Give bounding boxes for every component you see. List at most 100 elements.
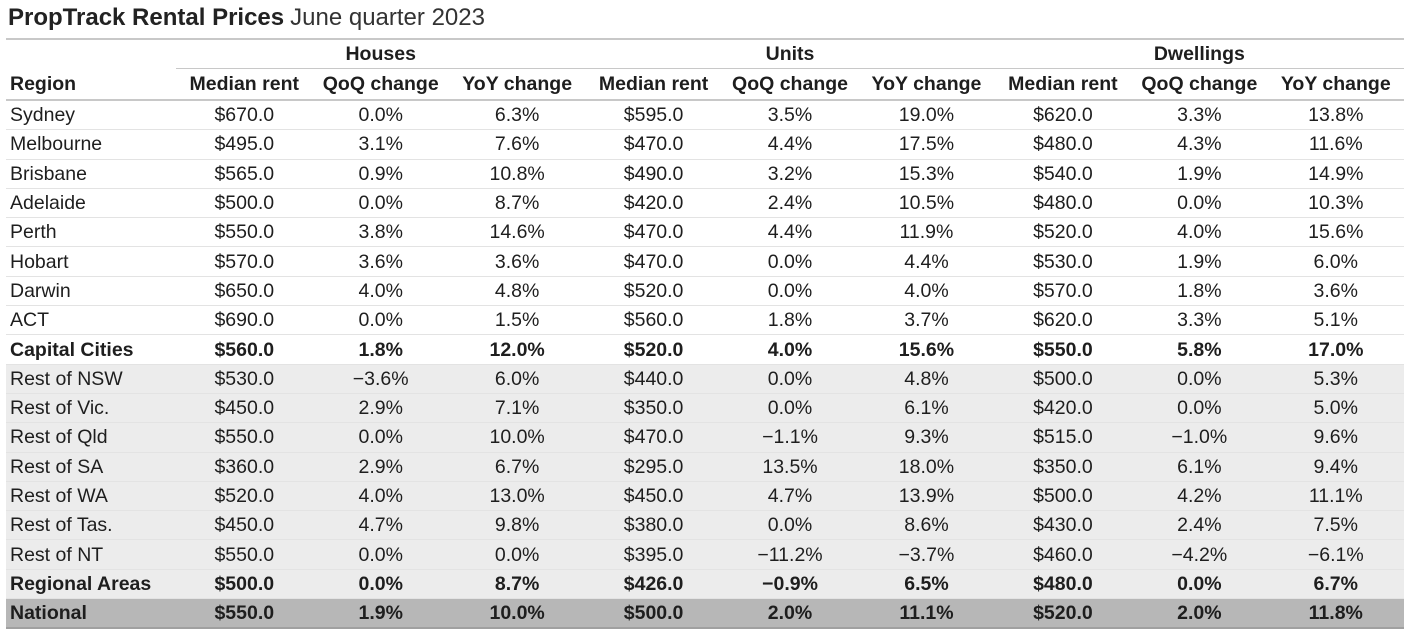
table-row: Sydney $670.0 0.0% 6.3% $595.0 3.5% 19.0% $620.… — [6, 100, 1404, 131]
cell-region: Rest of Qld — [6, 422, 177, 453]
cell-units-median-rent: $560.0 — [585, 305, 722, 336]
cell-houses-qoq: 1.8% — [312, 334, 449, 365]
cell-dwellings-median-rent: $430.0 — [994, 510, 1132, 541]
cell-units-yoy: 8.6% — [858, 510, 995, 541]
table-row: National $550.0 1.9% 10.0% $500.0 2.0% 11.1% $5… — [6, 598, 1404, 629]
cell-units-median-rent: $595.0 — [585, 100, 722, 131]
cell-dwellings-median-rent: $460.0 — [994, 539, 1132, 570]
column-header-row: Region Median rent QoQ change YoY change… — [6, 68, 1404, 101]
cell-units-median-rent: $395.0 — [585, 539, 722, 570]
cell-region: Rest of Vic. — [6, 393, 177, 424]
cell-dwellings-yoy: 9.4% — [1267, 452, 1404, 482]
cell-region: Regional Areas — [6, 569, 177, 600]
table-row: Melbourne $495.0 3.1% 7.6% $470.0 4.4% 17.5% $4… — [6, 129, 1404, 160]
cell-dwellings-yoy: 17.0% — [1267, 334, 1404, 365]
cell-dwellings-qoq: 2.4% — [1131, 510, 1268, 541]
cell-dwellings-qoq: −1.0% — [1131, 422, 1268, 453]
cell-dwellings-qoq: 1.8% — [1131, 276, 1268, 307]
cell-units-qoq: 0.0% — [721, 246, 859, 277]
cell-houses-median-rent: $570.0 — [176, 246, 313, 277]
cell-units-qoq: 4.4% — [721, 129, 859, 160]
cell-dwellings-yoy: 5.3% — [1267, 364, 1404, 394]
cell-houses-yoy: 8.7% — [448, 188, 586, 219]
cell-houses-yoy: 13.0% — [448, 481, 586, 512]
cell-dwellings-yoy: 10.3% — [1267, 188, 1404, 219]
group-header-units: Units — [585, 38, 995, 69]
cell-units-yoy: 9.3% — [858, 422, 995, 453]
column-header-houses-qoq: QoQ change — [312, 68, 449, 101]
cell-units-qoq: −11.2% — [721, 539, 859, 570]
cell-dwellings-median-rent: $515.0 — [994, 422, 1132, 453]
cell-region: Brisbane — [6, 159, 177, 189]
cell-units-yoy: 13.9% — [858, 481, 995, 512]
table-row: Rest of Tas. $450.0 4.7% 9.8% $380.0 0.0% 8.6%… — [6, 510, 1404, 541]
cell-units-median-rent: $520.0 — [585, 276, 722, 307]
cell-houses-qoq: 4.0% — [312, 276, 449, 307]
cell-region: National — [6, 598, 177, 629]
cell-houses-median-rent: $450.0 — [176, 510, 313, 541]
cell-houses-qoq: 3.8% — [312, 217, 449, 248]
table-row: Rest of NSW $530.0 −3.6% 6.0% $440.0 0.0% 4.8%… — [6, 364, 1404, 394]
cell-houses-yoy: 10.8% — [448, 159, 586, 189]
table-row: Rest of NT $550.0 0.0% 0.0% $395.0 −11.2% −3.7… — [6, 539, 1404, 570]
cell-units-median-rent: $350.0 — [585, 393, 722, 424]
cell-dwellings-yoy: 11.8% — [1267, 598, 1404, 629]
cell-houses-qoq: 1.9% — [312, 598, 449, 629]
title-period: June quarter 2023 — [290, 4, 485, 31]
cell-dwellings-yoy: 14.9% — [1267, 159, 1404, 189]
table-title: PropTrack Rental Prices June quarter 2023 — [8, 2, 485, 34]
cell-units-yoy: 15.3% — [858, 159, 995, 189]
cell-dwellings-qoq: −4.2% — [1131, 539, 1268, 570]
cell-units-median-rent: $490.0 — [585, 159, 722, 189]
cell-dwellings-yoy: 11.1% — [1267, 481, 1404, 512]
cell-houses-median-rent: $550.0 — [176, 598, 313, 629]
cell-houses-yoy: 10.0% — [448, 598, 586, 629]
cell-houses-median-rent: $650.0 — [176, 276, 313, 307]
group-header-dwellings: Dwellings — [994, 38, 1404, 69]
column-header-units-median-rent: Median rent — [585, 68, 722, 101]
cell-dwellings-yoy: 7.5% — [1267, 510, 1404, 541]
cell-houses-yoy: 3.6% — [448, 246, 586, 277]
cell-dwellings-qoq: 2.0% — [1131, 598, 1268, 629]
cell-houses-qoq: 0.0% — [312, 539, 449, 570]
cell-houses-qoq: 0.9% — [312, 159, 449, 189]
column-header-dwellings-qoq: QoQ change — [1131, 68, 1268, 101]
column-header-dwellings-yoy: YoY change — [1267, 68, 1404, 101]
cell-houses-yoy: 6.3% — [448, 100, 586, 131]
cell-region: Rest of WA — [6, 481, 177, 512]
cell-dwellings-qoq: 1.9% — [1131, 159, 1268, 189]
cell-region: Capital Cities — [6, 334, 177, 365]
cell-units-qoq: 2.4% — [721, 188, 859, 219]
cell-dwellings-qoq: 0.0% — [1131, 569, 1268, 600]
cell-dwellings-qoq: 5.8% — [1131, 334, 1268, 365]
cell-region: Rest of SA — [6, 452, 177, 482]
cell-dwellings-qoq: 0.0% — [1131, 188, 1268, 219]
cell-dwellings-median-rent: $550.0 — [994, 334, 1132, 365]
cell-dwellings-yoy: 6.7% — [1267, 569, 1404, 600]
cell-region: Sydney — [6, 100, 177, 131]
cell-region: Perth — [6, 217, 177, 248]
cell-houses-qoq: 0.0% — [312, 569, 449, 600]
cell-houses-yoy: 4.8% — [448, 276, 586, 307]
cell-dwellings-median-rent: $530.0 — [994, 246, 1132, 277]
group-header-row: Houses Units Dwellings — [6, 38, 1404, 69]
cell-region: Hobart — [6, 246, 177, 277]
cell-houses-qoq: 0.0% — [312, 100, 449, 131]
cell-houses-qoq: 3.1% — [312, 129, 449, 160]
cell-houses-yoy: 9.8% — [448, 510, 586, 541]
cell-houses-yoy: 10.0% — [448, 422, 586, 453]
cell-region: Darwin — [6, 276, 177, 307]
cell-dwellings-median-rent: $500.0 — [994, 481, 1132, 512]
cell-dwellings-yoy: 13.8% — [1267, 100, 1404, 131]
cell-units-median-rent: $426.0 — [585, 569, 722, 600]
column-header-units-qoq: QoQ change — [721, 68, 859, 101]
cell-dwellings-median-rent: $480.0 — [994, 129, 1132, 160]
cell-dwellings-qoq: 6.1% — [1131, 452, 1268, 482]
cell-houses-median-rent: $500.0 — [176, 188, 313, 219]
cell-houses-qoq: 2.9% — [312, 393, 449, 424]
table-row: Perth $550.0 3.8% 14.6% $470.0 4.4% 11.9% $520.… — [6, 217, 1404, 248]
cell-houses-yoy: 7.6% — [448, 129, 586, 160]
column-header-houses-median-rent: Median rent — [176, 68, 313, 101]
cell-units-qoq: 0.0% — [721, 276, 859, 307]
cell-units-yoy: 4.4% — [858, 246, 995, 277]
